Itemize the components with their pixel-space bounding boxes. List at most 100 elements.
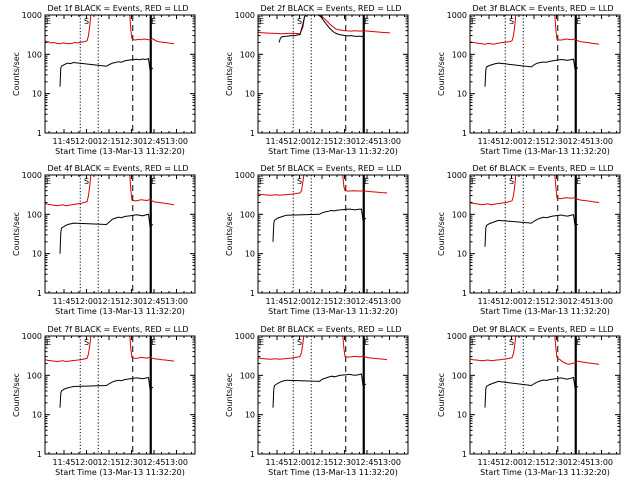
marker-label-e-start: E (46, 17, 51, 26)
y-tick-label: 1 (250, 450, 255, 459)
x-tick-label: 12:45 (567, 458, 590, 467)
x-axis-label: Start Time (13-Mar-13 11:32:20) (55, 468, 185, 477)
x-tick-label: 12:30 (120, 458, 143, 467)
series-events-line (59, 213, 154, 254)
series-events-line (484, 376, 579, 408)
y-axis-label: Counts/sec (12, 373, 21, 417)
series-events-line (59, 376, 154, 408)
x-tick-label: 13:00 (590, 297, 613, 306)
series-events-line (272, 373, 367, 408)
y-axis-label: Counts/sec (12, 52, 21, 96)
x-axis-label: Start Time (13-Mar-13 11:32:20) (55, 147, 185, 156)
y-tick-label: 100 (240, 371, 255, 380)
marker-label-e-end: E (151, 17, 156, 26)
x-tick-label: 13:00 (590, 458, 613, 467)
y-tick-label: 100 (240, 50, 255, 59)
marker-label-e-start: E (471, 338, 476, 347)
x-tick-label: 11:45 (477, 137, 500, 146)
x-tick-label: 12:30 (333, 137, 356, 146)
y-tick-label: 1000 (447, 332, 467, 341)
x-tick-label: 12:15 (310, 458, 333, 467)
marker-label-e-end: E (364, 17, 369, 26)
series-group (470, 15, 600, 87)
x-tick-label: 13:00 (165, 137, 188, 146)
marker-label-e-start: E (259, 17, 264, 26)
y-tick-label: 1000 (22, 171, 42, 180)
marker-label-s: S (509, 338, 514, 347)
marker-label-s: S (297, 17, 302, 26)
marker-label-e-start: E (471, 177, 476, 186)
marker-label-e-end: E (576, 338, 581, 347)
plot-frame (257, 335, 409, 455)
y-tick-label: 1 (37, 450, 42, 459)
series-lld-line (45, 15, 175, 45)
x-tick-label: 11:45 (52, 297, 75, 306)
x-tick-label: 13:00 (165, 458, 188, 467)
plot-frame (469, 335, 621, 455)
series-lld-line (470, 15, 600, 45)
marker-label-e-start: E (259, 338, 264, 347)
marker-label-s: S (297, 338, 302, 347)
marker-label-s: S (509, 17, 514, 26)
x-tick-label: 13:00 (378, 297, 401, 306)
x-tick-label: 12:45 (142, 137, 165, 146)
panel-4: Det 4f BLACK = Events, RED = LLD 1 10 100 10… (12, 164, 196, 316)
x-axis-label: Start Time (13-Mar-13 11:32:20) (480, 307, 610, 316)
x-tick-label: 11:45 (265, 137, 288, 146)
x-tick-label: 12:00 (500, 137, 523, 146)
panel-title: Det 1f BLACK = Events, RED = LLD (47, 4, 188, 13)
panel-7: Det 7f BLACK = Events, RED = LLD 1 10 100 10… (12, 325, 196, 477)
x-tick-label: 12:00 (500, 297, 523, 306)
x-axis-label: Start Time (13-Mar-13 11:32:20) (268, 307, 398, 316)
y-tick-label: 100 (452, 371, 467, 380)
y-tick-label: 100 (27, 50, 42, 59)
marker-label-s: S (84, 177, 89, 186)
panel-title: Det 6f BLACK = Events, RED = LLD (472, 164, 613, 173)
series-group (258, 15, 391, 43)
panel-title: Det 5f BLACK = Events, RED = LLD (260, 164, 401, 173)
y-tick-label: 1000 (447, 171, 467, 180)
marker-label-e-end: E (151, 177, 156, 186)
series-events-line (484, 58, 579, 87)
y-tick-label: 100 (27, 371, 42, 380)
x-tick-label: 12:00 (288, 297, 311, 306)
y-tick-label: 10 (245, 90, 255, 99)
y-tick-label: 1 (37, 289, 42, 298)
y-tick-label: 10 (32, 411, 42, 420)
series-group (470, 175, 600, 247)
x-tick-label: 11:45 (265, 458, 288, 467)
series-lld-line (470, 336, 600, 365)
x-tick-label: 11:45 (477, 297, 500, 306)
x-tick-label: 12:15 (97, 458, 120, 467)
y-tick-label: 10 (245, 411, 255, 420)
marker-label-e-end: E (364, 338, 369, 347)
series-group (45, 15, 175, 87)
y-tick-label: 100 (452, 210, 467, 219)
panel-title: Det 2f BLACK = Events, RED = LLD (260, 4, 401, 13)
y-tick-label: 1000 (235, 171, 255, 180)
y-tick-label: 100 (240, 210, 255, 219)
plot-frame (469, 14, 621, 134)
panel-title: Det 7f BLACK = Events, RED = LLD (47, 325, 188, 334)
x-tick-label: 12:30 (545, 137, 568, 146)
plot-frame (44, 14, 196, 134)
x-axis-label: Start Time (13-Mar-13 11:32:20) (480, 147, 610, 156)
x-tick-label: 12:00 (288, 458, 311, 467)
series-group (45, 336, 175, 408)
y-axis-label: Counts/sec (225, 373, 234, 417)
x-tick-label: 11:45 (52, 137, 75, 146)
panel-title: Det 3f BLACK = Events, RED = LLD (472, 4, 613, 13)
y-tick-label: 10 (457, 90, 467, 99)
x-tick-label: 12:45 (355, 458, 378, 467)
x-tick-label: 12:15 (522, 458, 545, 467)
marker-label-e-end: E (576, 17, 581, 26)
series-group (258, 175, 388, 242)
plot-frame (44, 335, 196, 455)
y-tick-label: 1 (250, 289, 255, 298)
panel-3: Det 3f BLACK = Events, RED = LLD 1 10 100 10… (437, 4, 621, 156)
x-tick-label: 13:00 (165, 297, 188, 306)
y-tick-label: 10 (32, 90, 42, 99)
plot-frame (257, 14, 409, 134)
series-group (45, 175, 175, 254)
y-tick-label: 1 (462, 129, 467, 138)
